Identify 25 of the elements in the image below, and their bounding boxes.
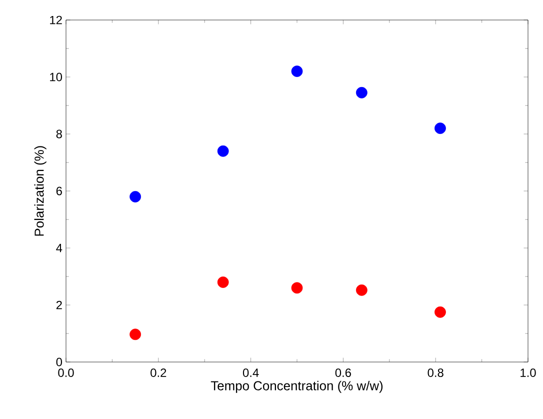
x-tick-label: 0.2 [150,368,166,377]
x-tick-label: 0.8 [428,368,444,377]
y-tick-label: 2 [56,300,62,310]
point [130,191,141,202]
x-tick-label: 0.0 [58,368,74,377]
y-axis-title: Polarization (%) [34,146,46,236]
y-tick-label: 8 [56,130,62,138]
x-axis-title: Tempo Concentration (% w/w) [210,380,383,393]
point [434,306,446,318]
point [356,86,368,98]
x-tick-label: 0.4 [242,368,259,377]
point [291,282,303,294]
y-tick-label: 10 [50,72,62,82]
point [291,66,303,77]
point [434,122,446,134]
x-tick-label: 1.0 [520,368,536,377]
y-tick-label: 12 [50,16,62,24]
point [130,328,141,340]
point [356,284,368,296]
y-tick-label: 6 [56,186,62,196]
y-tick-label: 0 [56,358,62,366]
x-tick-label: 0.6 [335,368,351,377]
point [217,145,229,157]
y-tick-label: 4 [56,244,62,252]
point [217,276,229,288]
